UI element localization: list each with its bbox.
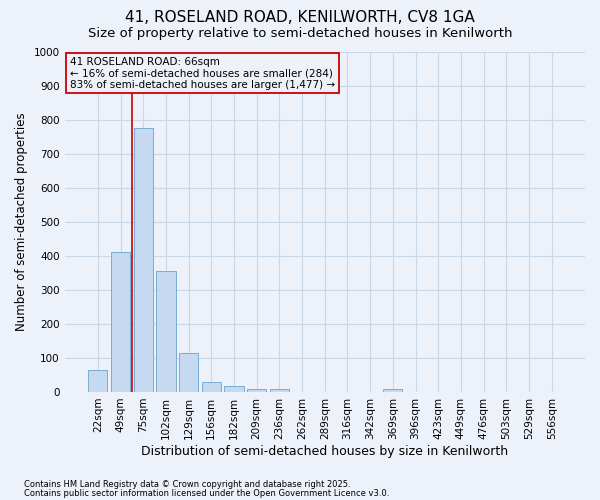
Bar (111, 252, 130, 392)
Bar (383, 389, 403, 392)
Text: Size of property relative to semi-detached houses in Kenilworth: Size of property relative to semi-detach… (88, 28, 512, 40)
Text: Contains HM Land Registry data © Crown copyright and database right 2025.: Contains HM Land Registry data © Crown c… (24, 480, 350, 489)
X-axis label: Distribution of semi-detached houses by size in Kenilworth: Distribution of semi-detached houses by … (141, 444, 508, 458)
Bar (179, 353, 198, 392)
Bar (202, 382, 221, 392)
Text: Contains public sector information licensed under the Open Government Licence v3: Contains public sector information licen… (24, 489, 389, 498)
Bar (247, 388, 266, 392)
Bar (270, 389, 289, 392)
Bar (88, 370, 107, 392)
Text: 41, ROSELAND ROAD, KENILWORTH, CV8 1GA: 41, ROSELAND ROAD, KENILWORTH, CV8 1GA (125, 10, 475, 25)
Bar (156, 271, 176, 392)
Y-axis label: Number of semi-detached properties: Number of semi-detached properties (15, 112, 28, 331)
Bar (224, 386, 244, 392)
Bar (134, 128, 153, 392)
Text: 41 ROSELAND ROAD: 66sqm
← 16% of semi-detached houses are smaller (284)
83% of s: 41 ROSELAND ROAD: 66sqm ← 16% of semi-de… (70, 56, 335, 90)
